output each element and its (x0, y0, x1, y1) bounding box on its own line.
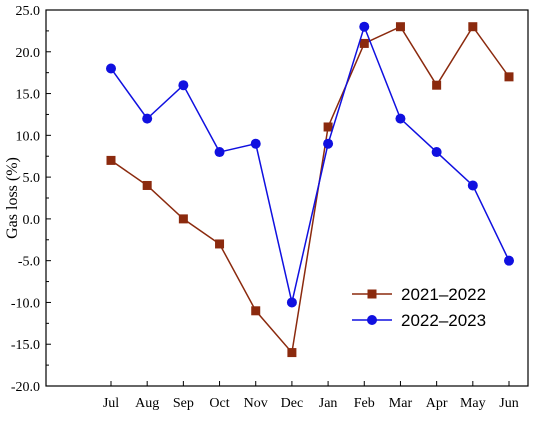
data-point (504, 72, 514, 82)
data-point (251, 306, 261, 316)
y-tick-label: -15.0 (11, 338, 40, 353)
data-point (106, 63, 116, 74)
y-tick-label: 10.0 (16, 129, 41, 144)
data-point (468, 22, 478, 32)
y-tick-label: -20.0 (11, 380, 40, 395)
data-point (178, 214, 188, 224)
data-point (431, 147, 442, 158)
legend-item: 2022–2023 (352, 311, 486, 330)
y-tick-label: 0.0 (23, 213, 41, 228)
data-point (323, 122, 333, 132)
data-point (215, 239, 225, 249)
data-point (287, 348, 297, 358)
data-point (178, 80, 189, 91)
axis-ticks: -20.0 -15.0 -10.0 -5.0 0.0 5.0 10.0 15.0 20.0 25.… (11, 4, 519, 411)
data-point (250, 138, 261, 149)
data-point (106, 155, 116, 165)
data-point (467, 180, 478, 191)
legend-marker (367, 289, 377, 299)
x-tick-label: Sep (173, 396, 194, 411)
y-tick-label: 20.0 (16, 46, 41, 61)
y-tick-label: -5.0 (18, 255, 40, 270)
legend-item: 2021–2022 (352, 285, 486, 304)
series-group (106, 21, 514, 358)
legend-label: 2021–2022 (401, 285, 486, 304)
x-tick-label: Apr (426, 396, 448, 411)
x-tick-label: Feb (354, 396, 375, 411)
data-point (323, 138, 334, 149)
y-tick-label: -10.0 (11, 296, 40, 311)
data-point (142, 180, 152, 190)
x-tick-label: Aug (135, 396, 159, 411)
data-point (359, 38, 369, 48)
x-tick-label: Dec (281, 396, 304, 411)
y-axis-title: Gas loss (%) (4, 157, 21, 239)
y-tick-label: 25.0 (16, 4, 41, 19)
data-point (504, 255, 514, 266)
y-tick-label: 15.0 (16, 88, 41, 103)
series-1 (106, 22, 514, 358)
legend-marker (367, 315, 377, 325)
x-tick-label: May (460, 396, 486, 411)
legend-label: 2022–2023 (401, 311, 486, 330)
data-point (286, 297, 297, 308)
x-tick-label: Jan (319, 396, 338, 411)
x-tick-label: Mar (389, 396, 413, 411)
series-line (110, 25, 510, 355)
data-point (359, 21, 370, 32)
data-point (395, 113, 406, 124)
data-point (395, 22, 405, 32)
series-2 (106, 21, 514, 308)
y-tick-label: 5.0 (23, 171, 41, 186)
data-point (432, 80, 442, 90)
data-point (214, 147, 225, 158)
legend: 2021–2022 2022–2023 (352, 285, 486, 330)
x-tick-label: Jul (103, 396, 119, 411)
x-tick-label: Jun (499, 396, 518, 411)
series-line (110, 24, 510, 303)
data-point (142, 113, 153, 124)
x-tick-label: Nov (244, 396, 268, 411)
x-tick-label: Oct (209, 396, 229, 411)
